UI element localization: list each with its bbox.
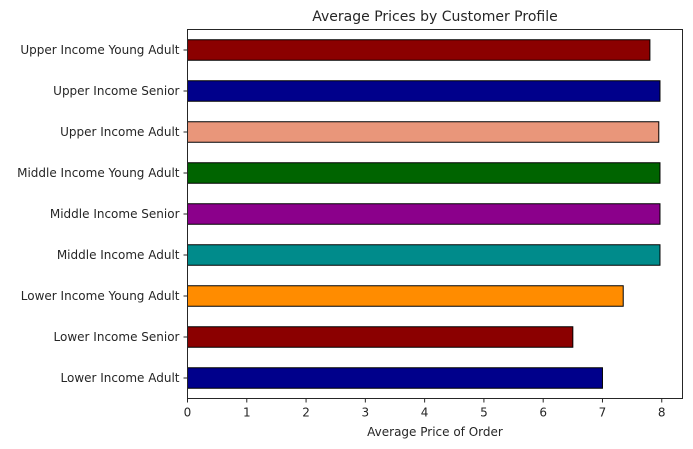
x-tick-label: 6 — [539, 406, 547, 420]
x-tick-label: 7 — [599, 406, 607, 420]
x-tick-label: 4 — [421, 406, 429, 420]
x-tick-label: 3 — [362, 406, 370, 420]
y-tick-label: Upper Income Senior — [53, 84, 179, 98]
y-axis-ticks: Lower Income Adult Lower Income Senior Low… — [17, 43, 188, 385]
bar-middle-income-adult — [187, 244, 661, 266]
y-tick-label: Lower Income Senior — [54, 330, 180, 344]
x-axis-ticks: 0 1 2 3 4 5 6 7 8 — [184, 398, 666, 420]
bar-middle-income-senior — [187, 203, 661, 225]
bar-upper-income-senior — [187, 80, 661, 102]
plot-area-frame — [187, 29, 683, 399]
x-tick-label: 5 — [480, 406, 488, 420]
x-tick-label: 1 — [243, 406, 251, 420]
x-tick-label: 8 — [658, 406, 666, 420]
bar-lower-income-adult — [187, 367, 603, 389]
bar-upper-income-adult — [187, 121, 660, 143]
x-tick-label: 2 — [302, 406, 310, 420]
chart-title: Average Prices by Customer Profile — [312, 9, 557, 25]
x-tick-label: 0 — [184, 406, 192, 420]
y-tick-label: Lower Income Adult — [61, 371, 180, 385]
bars-group — [187, 39, 661, 389]
bar-upper-income-young-adult — [187, 39, 651, 61]
y-tick-label: Middle Income Senior — [50, 207, 180, 221]
y-tick-label: Upper Income Young Adult — [20, 43, 179, 57]
bar-lower-income-senior — [187, 326, 574, 348]
y-tick-label: Middle Income Young Adult — [17, 166, 180, 180]
bar-lower-income-young-adult — [187, 285, 624, 307]
x-axis-label: Average Price of Order — [367, 425, 503, 439]
y-tick-label: Middle Income Adult — [57, 248, 180, 262]
y-tick-label: Upper Income Adult — [60, 125, 180, 139]
bar-middle-income-young-adult — [187, 162, 661, 184]
y-tick-label: Lower Income Young Adult — [21, 289, 180, 303]
